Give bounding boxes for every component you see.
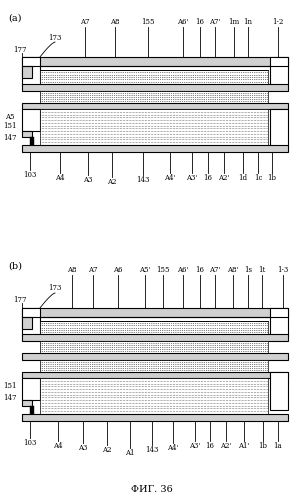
Text: (a): (a) (8, 14, 21, 23)
Bar (22, 109, 40, 131)
Text: 1t: 1t (258, 266, 266, 274)
Bar (40, 91, 268, 103)
Bar (22, 308, 40, 336)
Bar (270, 308, 288, 336)
Text: A3': A3' (189, 442, 201, 450)
Text: 16: 16 (196, 266, 204, 274)
Text: A7': A7' (209, 266, 221, 274)
Text: 1s: 1s (244, 266, 252, 274)
Text: 143: 143 (136, 176, 150, 184)
Text: A7: A7 (88, 266, 98, 274)
Bar (30, 406, 34, 414)
Text: 16: 16 (206, 442, 214, 450)
Text: A4': A4' (164, 174, 176, 182)
Bar (40, 109, 268, 145)
Bar (40, 341, 268, 353)
Text: 173: 173 (48, 284, 62, 292)
Text: A5': A5' (139, 266, 151, 274)
Text: 1-2: 1-2 (272, 18, 284, 26)
Text: 16: 16 (203, 174, 213, 182)
Text: A3: A3 (83, 176, 93, 184)
Bar (270, 109, 288, 147)
Text: A6': A6' (177, 18, 189, 26)
Text: 1m: 1m (228, 18, 240, 26)
Text: A2': A2' (220, 442, 232, 450)
Bar (22, 334, 288, 341)
Bar (22, 308, 288, 317)
Bar (22, 131, 32, 137)
Bar (22, 57, 288, 66)
Bar (22, 57, 40, 85)
Bar (22, 353, 288, 360)
Text: 151: 151 (3, 122, 17, 130)
Text: A8': A8' (227, 266, 239, 274)
Text: 155: 155 (156, 266, 170, 274)
Bar (22, 378, 40, 400)
Bar (22, 400, 32, 406)
Bar (22, 66, 32, 78)
Text: A6: A6 (113, 266, 123, 274)
Text: 1-3: 1-3 (277, 266, 289, 274)
Text: 103: 103 (23, 171, 37, 179)
Text: 143: 143 (145, 446, 159, 454)
Bar (22, 145, 288, 152)
Text: 1n: 1n (243, 18, 253, 26)
Text: A4: A4 (53, 442, 63, 450)
Text: ФИГ. 36: ФИГ. 36 (131, 486, 173, 495)
Text: A3': A3' (186, 174, 198, 182)
Text: A8: A8 (67, 266, 77, 274)
Text: 151: 151 (3, 382, 17, 390)
Text: 1b: 1b (259, 442, 267, 450)
Text: 173: 173 (48, 34, 62, 42)
Text: 147: 147 (3, 134, 17, 142)
Text: A1': A1' (238, 442, 250, 450)
Text: 177: 177 (13, 46, 27, 54)
Text: 1b: 1b (267, 174, 277, 182)
Bar (40, 360, 268, 372)
Text: A2': A2' (218, 174, 230, 182)
Text: 1c: 1c (254, 174, 262, 182)
Text: 155: 155 (141, 18, 155, 26)
Text: 1d: 1d (239, 174, 247, 182)
Bar (22, 317, 32, 329)
Bar (270, 57, 288, 85)
Bar (22, 372, 288, 378)
Text: A1: A1 (125, 449, 135, 457)
Text: 177: 177 (13, 296, 27, 304)
Text: A4': A4' (167, 444, 179, 452)
Bar (22, 103, 288, 109)
Text: A7': A7' (209, 18, 221, 26)
Text: 1a: 1a (274, 442, 282, 450)
Text: A8: A8 (110, 18, 120, 26)
Bar (40, 321, 268, 334)
Bar (22, 414, 288, 421)
Bar (40, 378, 268, 414)
Text: A3: A3 (78, 444, 88, 452)
Text: A2: A2 (107, 178, 117, 186)
Text: A2: A2 (102, 446, 112, 454)
Bar (22, 84, 288, 91)
Text: (b): (b) (8, 262, 22, 271)
Bar (270, 372, 288, 410)
Text: 147: 147 (3, 394, 17, 402)
Text: 103: 103 (23, 439, 37, 447)
Text: A7: A7 (80, 18, 90, 26)
Text: A6': A6' (177, 266, 189, 274)
Text: A5: A5 (5, 113, 15, 121)
Text: 16: 16 (196, 18, 204, 26)
Bar (40, 70, 268, 84)
Bar (30, 137, 34, 145)
Text: A4: A4 (55, 174, 65, 182)
